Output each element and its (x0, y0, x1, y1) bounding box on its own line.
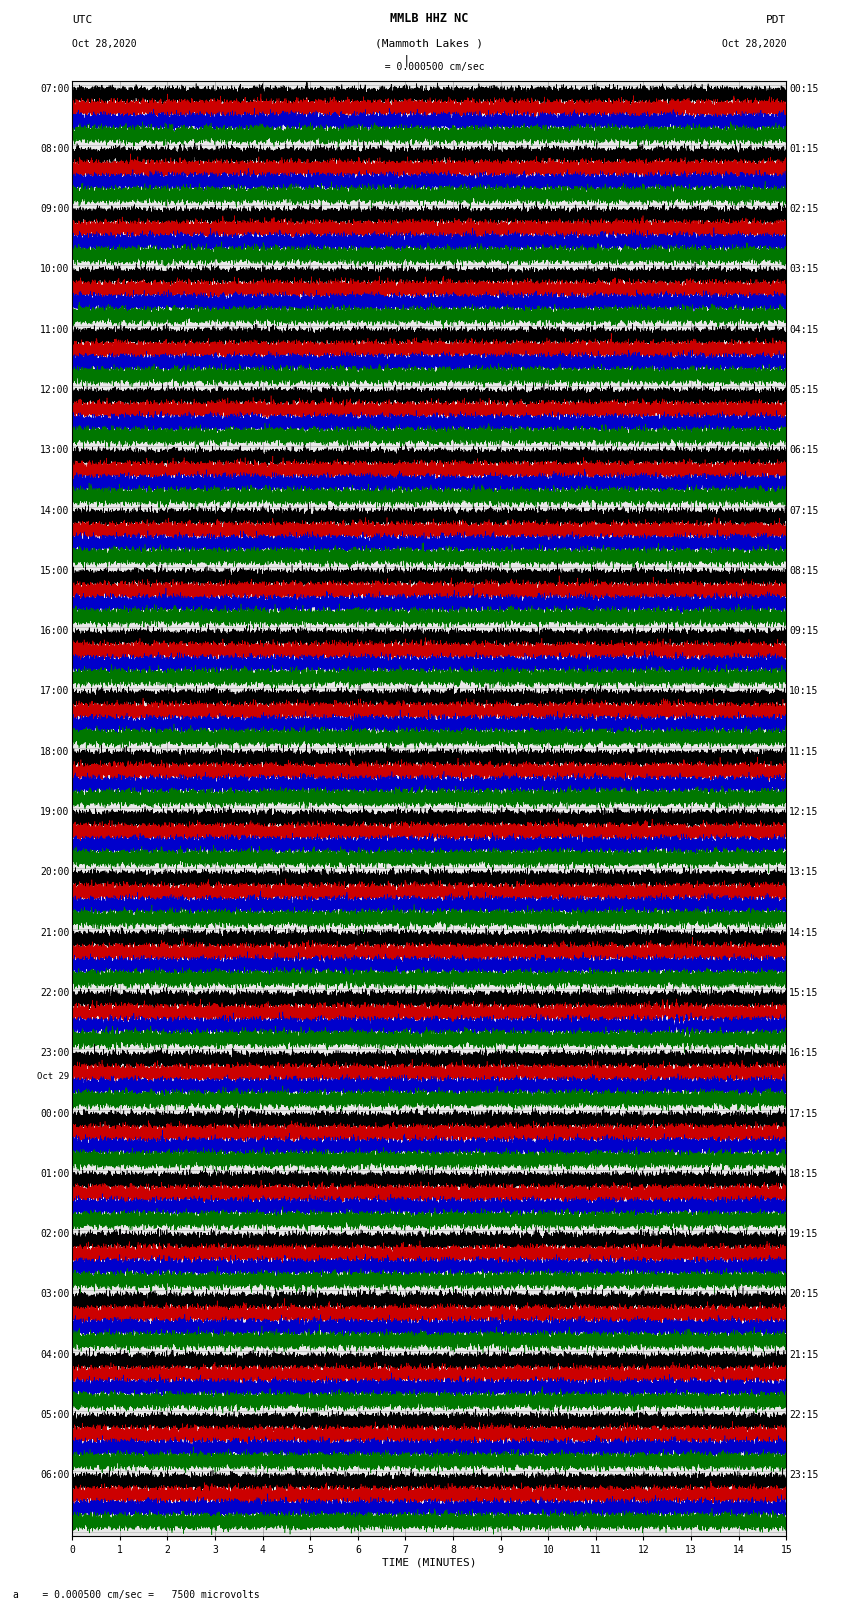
Text: 03:15: 03:15 (789, 265, 819, 274)
Text: |: | (403, 55, 411, 68)
Text: 08:00: 08:00 (40, 144, 70, 153)
Text: 19:15: 19:15 (789, 1229, 819, 1239)
Text: 09:15: 09:15 (789, 626, 819, 636)
Text: 11:00: 11:00 (40, 324, 70, 334)
Text: 20:15: 20:15 (789, 1289, 819, 1300)
Text: 22:15: 22:15 (789, 1410, 819, 1419)
Text: 15:00: 15:00 (40, 566, 70, 576)
Text: 03:00: 03:00 (40, 1289, 70, 1300)
Text: Oct 28,2020: Oct 28,2020 (722, 39, 786, 48)
Text: MMLB HHZ NC: MMLB HHZ NC (390, 13, 468, 26)
Text: 19:00: 19:00 (40, 806, 70, 818)
Text: (Mammoth Lakes ): (Mammoth Lakes ) (375, 39, 484, 48)
Text: 00:15: 00:15 (789, 84, 819, 94)
Text: 02:15: 02:15 (789, 205, 819, 215)
Text: 22:00: 22:00 (40, 987, 70, 998)
Text: 17:00: 17:00 (40, 687, 70, 697)
Text: 16:00: 16:00 (40, 626, 70, 636)
Text: 08:15: 08:15 (789, 566, 819, 576)
Text: 07:15: 07:15 (789, 505, 819, 516)
Text: UTC: UTC (72, 16, 93, 26)
Text: 09:00: 09:00 (40, 205, 70, 215)
Text: 23:00: 23:00 (40, 1048, 70, 1058)
Text: PDT: PDT (766, 16, 786, 26)
Text: 12:00: 12:00 (40, 386, 70, 395)
Text: 15:15: 15:15 (789, 987, 819, 998)
Text: 14:15: 14:15 (789, 927, 819, 937)
Text: 13:15: 13:15 (789, 868, 819, 877)
Text: 05:00: 05:00 (40, 1410, 70, 1419)
Text: 12:15: 12:15 (789, 806, 819, 818)
Text: 10:15: 10:15 (789, 687, 819, 697)
Text: 11:15: 11:15 (789, 747, 819, 756)
Text: 06:15: 06:15 (789, 445, 819, 455)
Text: 17:15: 17:15 (789, 1108, 819, 1118)
Text: 18:00: 18:00 (40, 747, 70, 756)
Text: 07:00: 07:00 (40, 84, 70, 94)
Text: Oct 28,2020: Oct 28,2020 (72, 39, 137, 48)
Text: = 0.000500 cm/sec: = 0.000500 cm/sec (373, 61, 485, 73)
Text: 01:15: 01:15 (789, 144, 819, 153)
Text: Oct 29: Oct 29 (37, 1073, 70, 1081)
Text: 04:00: 04:00 (40, 1350, 70, 1360)
X-axis label: TIME (MINUTES): TIME (MINUTES) (382, 1558, 477, 1568)
Text: 14:00: 14:00 (40, 505, 70, 516)
Text: 10:00: 10:00 (40, 265, 70, 274)
Text: 21:00: 21:00 (40, 927, 70, 937)
Text: 18:15: 18:15 (789, 1169, 819, 1179)
Text: 05:15: 05:15 (789, 386, 819, 395)
Text: 04:15: 04:15 (789, 324, 819, 334)
Text: 20:00: 20:00 (40, 868, 70, 877)
Text: 01:00: 01:00 (40, 1169, 70, 1179)
Text: a    = 0.000500 cm/sec =   7500 microvolts: a = 0.000500 cm/sec = 7500 microvolts (13, 1590, 259, 1600)
Text: 21:15: 21:15 (789, 1350, 819, 1360)
Text: 13:00: 13:00 (40, 445, 70, 455)
Text: 00:00: 00:00 (40, 1108, 70, 1118)
Text: 02:00: 02:00 (40, 1229, 70, 1239)
Text: 06:00: 06:00 (40, 1471, 70, 1481)
Text: 23:15: 23:15 (789, 1471, 819, 1481)
Text: 16:15: 16:15 (789, 1048, 819, 1058)
